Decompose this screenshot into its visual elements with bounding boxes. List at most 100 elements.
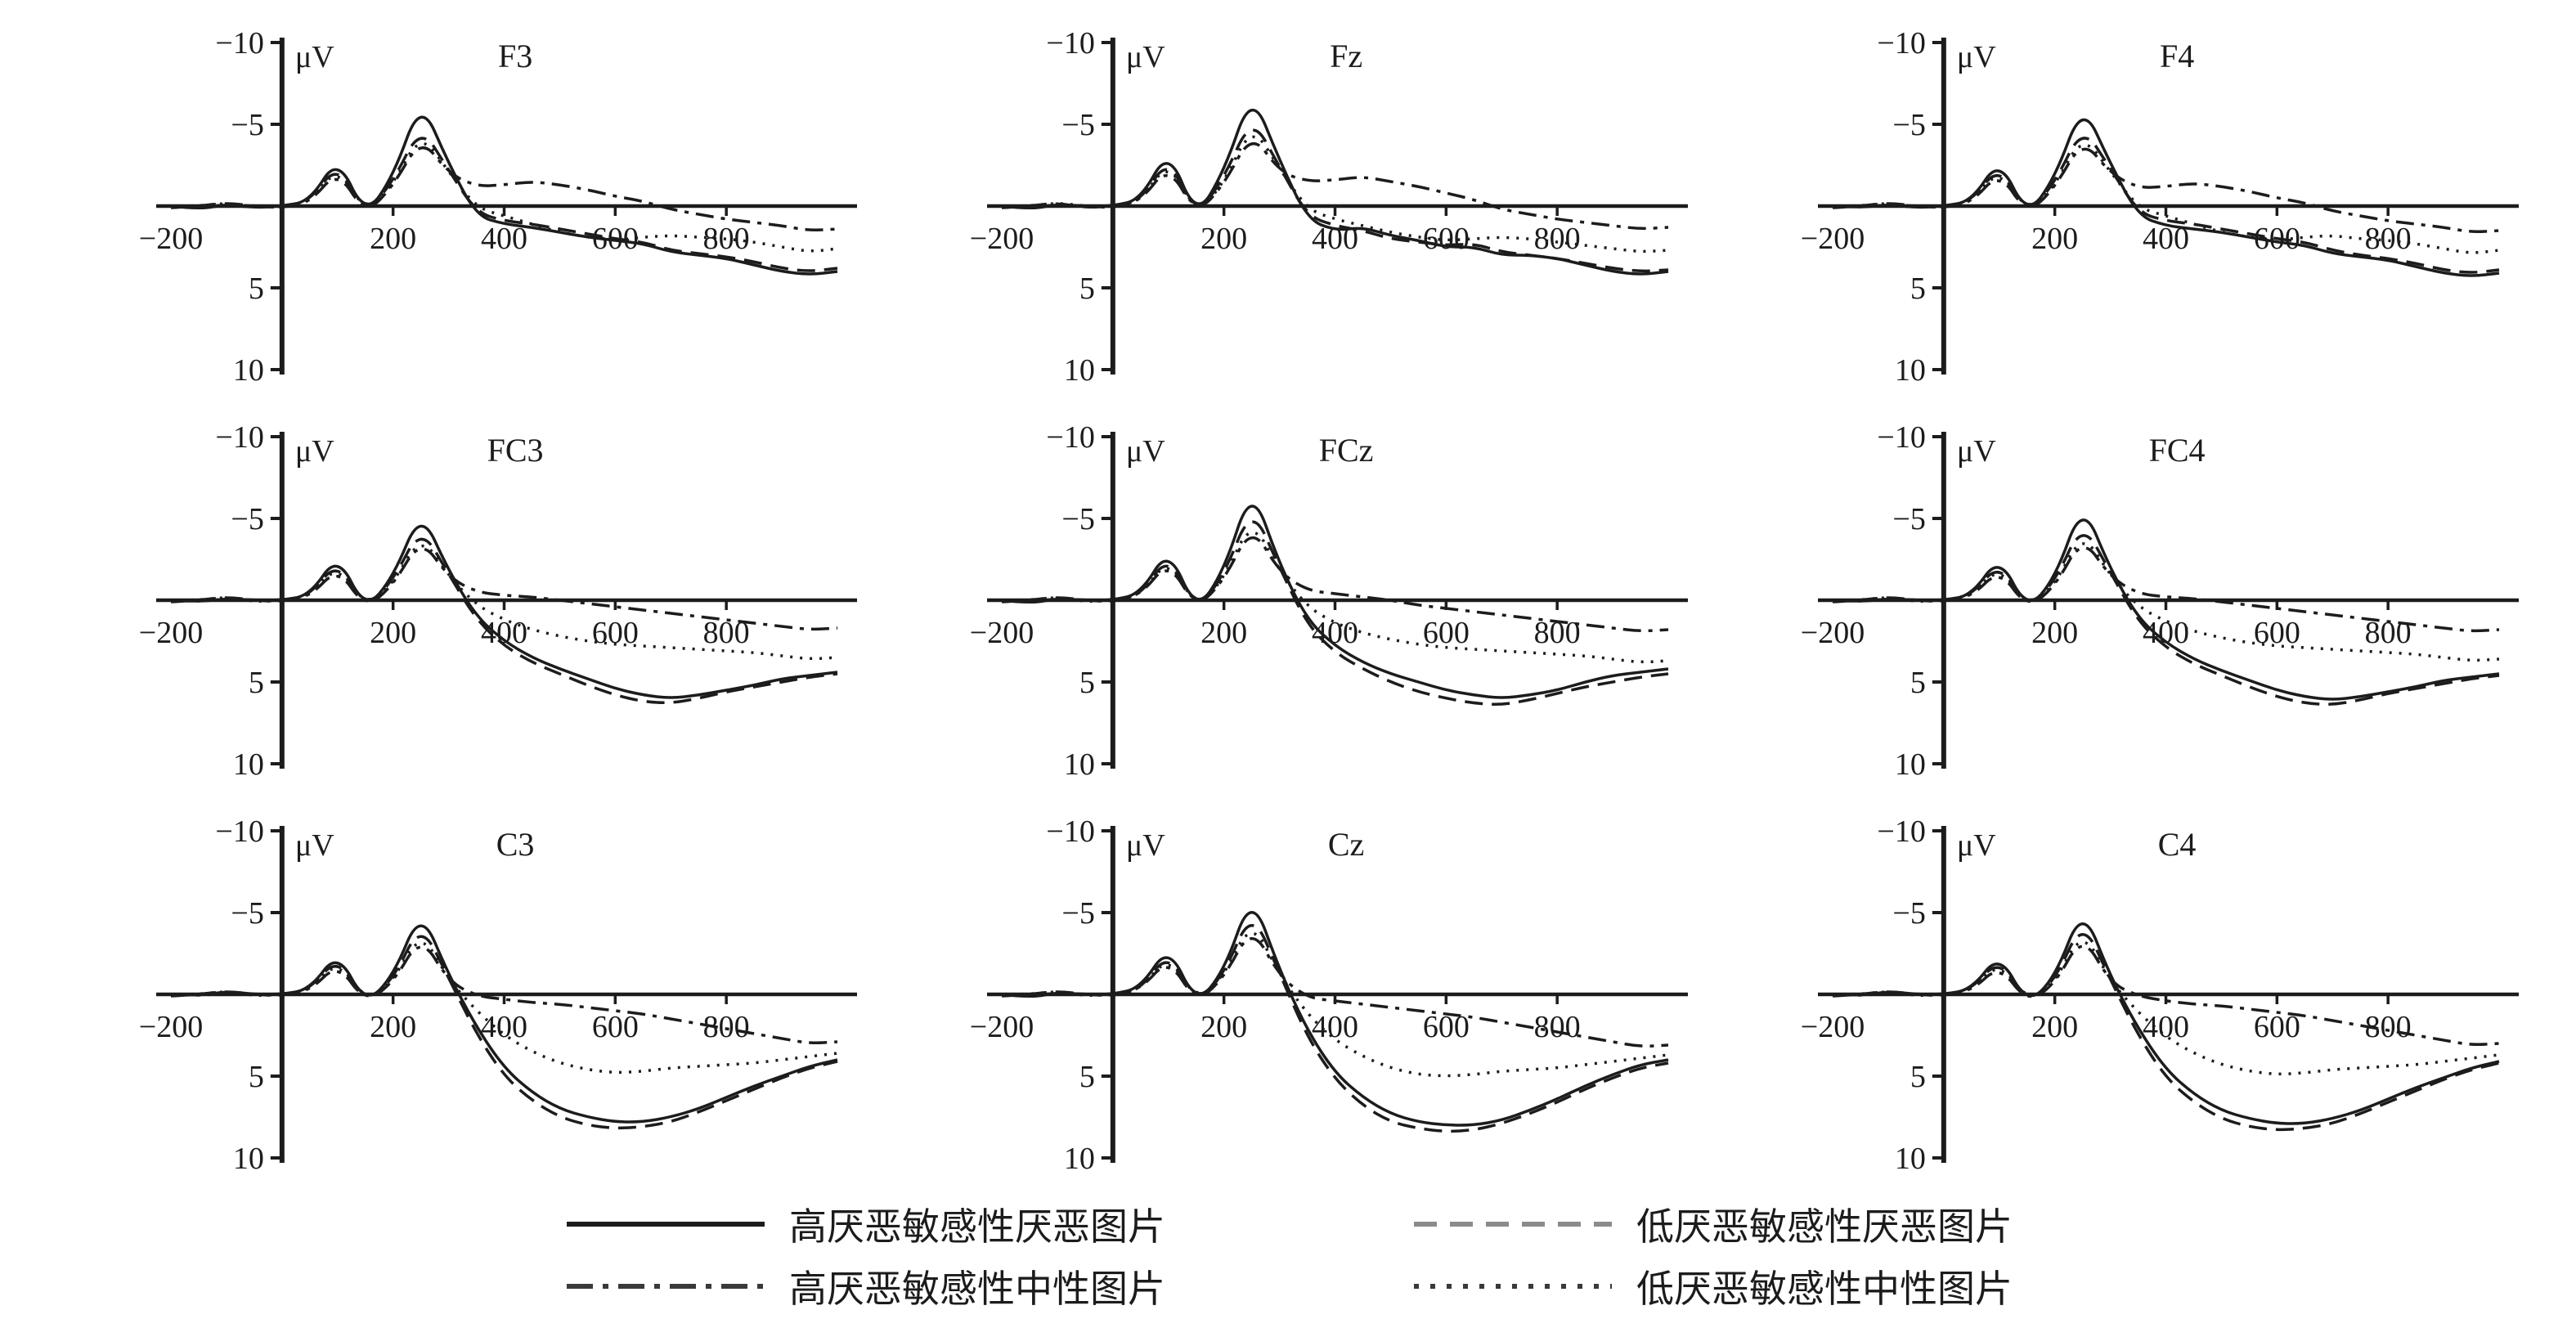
series-low-neutral [1001,931,1669,1078]
x-tick-label: −200 [1801,616,1865,650]
series-low-disgust [170,137,838,272]
y-axis-unit: μV [1957,434,1996,469]
y-tick-label: 10 [1064,1142,1095,1176]
y-axis-unit: μV [1957,828,1996,863]
erp-plot-cell-FCz: −10 −5 5 10 −200 200 400 600 800 μV FCz [879,399,1697,792]
x-tick-label: 400 [481,1010,527,1044]
y-tick-label: −5 [1892,502,1925,536]
y-tick-label: 10 [1895,353,1926,388]
y-axis-unit: μV [1126,828,1165,863]
series-low-disgust [1832,933,2500,1132]
plot-title: FC3 [487,432,544,469]
y-tick-label: 10 [1064,747,1095,782]
legend-item-high-neutral: 高厌恶敏感性中性图片 [563,1259,1165,1313]
legend: 高厌恶敏感性厌恶图片 低厌恶敏感性厌恶图片高厌恶敏感性中性图片 低厌恶敏感性中性图片 [0,1197,2576,1313]
legend-item-high-disgust: 高厌恶敏感性厌恶图片 [563,1197,1165,1251]
y-tick-label: −5 [1892,108,1925,142]
y-tick-label: 5 [1910,666,1926,700]
x-tick-label: 600 [2254,616,2300,650]
y-tick-label: 5 [1079,1060,1095,1094]
legend-item-low-neutral: 低厌恶敏感性中性图片 [1411,1259,2013,1313]
plot-title: C4 [2158,826,2197,863]
series-low-disgust [170,537,838,704]
plot-title: FC4 [2149,432,2206,469]
x-tick-label: 600 [1423,1010,1470,1044]
series-low-disgust [170,935,838,1130]
erp-plot-cell-Cz: −10 −5 5 10 −200 200 400 600 800 μV Cz [879,793,1697,1186]
series-low-neutral [1832,542,2500,662]
x-tick-label: 200 [2031,1010,2078,1044]
legend-label-low-disgust: 低厌恶敏感性厌恶图片 [1636,1206,2013,1248]
y-tick-label: 5 [249,1060,264,1094]
series-low-neutral [1832,940,2500,1076]
x-tick-label: 200 [1200,222,1247,256]
y-tick-label: 10 [1895,747,1926,782]
erp-plot-Cz: −10 −5 5 10 −200 200 400 600 800 μV Cz [970,814,1688,1176]
legend-sample-dashdot-line [567,1284,765,1289]
x-tick-label: −200 [1801,222,1865,256]
x-tick-label: −200 [970,616,1034,650]
y-tick-label: 10 [233,747,264,782]
x-tick-label: −200 [139,616,203,650]
plot-title: FCz [1319,432,1374,469]
y-axis-unit: μV [1126,40,1165,74]
x-tick-label: 400 [2143,1010,2189,1044]
x-tick-label: 200 [2031,222,2078,256]
y-tick-label: −5 [1061,108,1094,142]
y-tick-label: −5 [1892,896,1925,931]
y-tick-label: 5 [249,666,264,700]
y-tick-label: −10 [1877,26,1925,61]
x-tick-label: −200 [970,222,1034,256]
legend-sample-dotted-line [1414,1284,1612,1289]
x-tick-label: 800 [2365,222,2412,256]
series-low-disgust [1001,924,1669,1133]
erp-plot-cell-FC3: −10 −5 5 10 −200 200 400 600 800 μV FC3 [48,399,866,792]
legend-sample-dashed-line [1414,1222,1612,1227]
x-tick-label: 800 [1534,222,1581,256]
y-tick-label: −5 [1061,502,1094,536]
y-tick-label: −10 [1046,26,1094,61]
y-tick-label: −10 [215,26,263,61]
y-tick-label: 10 [233,1142,264,1176]
y-tick-label: −5 [231,896,263,931]
y-axis-unit: μV [1957,40,1996,74]
x-tick-label: 600 [1423,616,1470,650]
x-tick-label: 800 [703,222,750,256]
x-tick-label: 200 [370,1010,416,1044]
y-tick-label: −10 [1877,814,1925,849]
series-low-neutral [1832,143,2500,254]
x-tick-label: 200 [1200,616,1247,650]
y-tick-label: 10 [1064,353,1095,388]
legend-label-high-neutral: 高厌恶敏感性中性图片 [789,1268,1165,1310]
y-tick-label: −5 [231,108,263,142]
y-axis-unit: μV [295,40,334,74]
legend-item-low-disgust: 低厌恶敏感性厌恶图片 [1411,1197,2013,1251]
legend-label-low-neutral: 低厌恶敏感性中性图片 [1636,1268,2013,1310]
series-high-neutral [1832,147,2500,233]
y-tick-label: 5 [1079,666,1095,700]
series-low-disgust [1832,137,2500,274]
y-tick-label: −10 [1046,814,1094,849]
y-tick-label: −5 [1061,896,1094,931]
erp-grid: −10 −5 5 10 −200 200 400 600 800 μV F3 −10 −5 5 10 −200… [48,5,2528,1186]
series-high-neutral [170,146,838,231]
erp-plot-cell-FC4: −10 −5 5 10 −200 200 400 600 800 μV FC4 [1710,399,2528,792]
y-tick-label: −10 [215,814,263,849]
erp-plot-cell-Fz: −10 −5 5 10 −200 200 400 600 800 μV Fz [879,5,1697,397]
y-tick-label: −10 [1877,420,1925,455]
series-low-disgust [1001,128,1669,273]
x-tick-label: 400 [2143,616,2189,650]
x-tick-label: −200 [139,1010,203,1044]
plot-title: F3 [498,38,532,74]
plot-title: F4 [2160,38,2194,74]
y-tick-label: −10 [1046,420,1094,455]
x-tick-label: −200 [139,222,203,256]
plot-title: C3 [496,826,535,863]
y-axis-unit: μV [295,434,334,469]
y-tick-label: −10 [215,420,263,455]
